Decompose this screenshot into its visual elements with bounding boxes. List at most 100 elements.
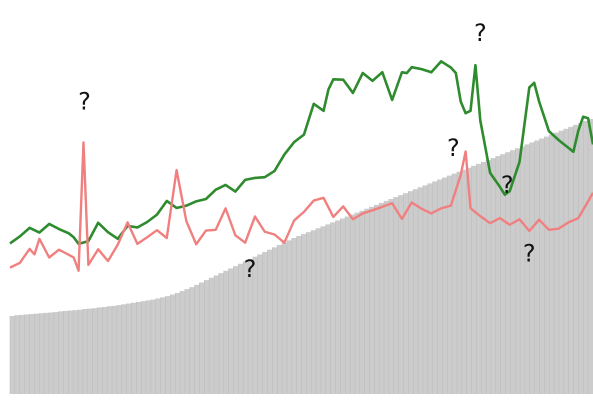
bar: [97, 307, 103, 394]
bar: [267, 249, 273, 394]
bar: [393, 197, 400, 394]
bar: [150, 299, 157, 394]
bar: [422, 185, 429, 394]
bar: [277, 245, 283, 394]
bar: [184, 289, 191, 394]
bar: [39, 313, 45, 394]
bar: [403, 193, 409, 394]
bar: [146, 300, 152, 394]
bar: [427, 183, 434, 394]
bar: [466, 167, 472, 394]
bar: [340, 218, 346, 394]
bar: [34, 313, 40, 394]
bar: [534, 140, 540, 394]
bar: [549, 134, 555, 394]
bar: [325, 224, 332, 394]
bar: [529, 142, 536, 394]
question-mark-annotation: ?: [501, 171, 514, 199]
bar: [170, 294, 176, 394]
bar: [359, 210, 366, 394]
bar: [563, 128, 570, 395]
bar: [544, 136, 550, 394]
bar: [286, 240, 293, 394]
bar: [155, 298, 162, 394]
bar: [136, 301, 142, 394]
bar: [345, 216, 351, 394]
bar: [452, 173, 458, 394]
bar: [495, 156, 502, 394]
bar: [180, 291, 186, 394]
bar: [486, 160, 492, 394]
bar: [262, 252, 268, 394]
bar: [350, 214, 356, 394]
bar: [583, 121, 589, 394]
bar: [63, 310, 69, 394]
bar: [141, 301, 147, 394]
bar: [175, 292, 181, 394]
bar: [121, 304, 127, 394]
bar: [335, 220, 341, 394]
bar: [223, 270, 230, 394]
bar: [126, 303, 132, 394]
bar: [10, 316, 16, 394]
bar: [456, 171, 463, 394]
bar: [228, 268, 234, 394]
bar: [19, 314, 25, 394]
question-mark-annotation: ?: [244, 255, 257, 283]
bar: [301, 234, 307, 394]
bar: [379, 202, 385, 394]
bar: [384, 200, 390, 394]
bar: [73, 310, 79, 394]
bar: [418, 187, 424, 394]
bar: [413, 189, 419, 394]
bar: [214, 275, 220, 394]
bar: [102, 307, 108, 394]
bar: [320, 226, 327, 394]
bar: [218, 273, 225, 394]
line-series-group: [9, 60, 593, 272]
bar: [364, 208, 370, 394]
bar: [520, 146, 526, 394]
bar: [505, 152, 511, 394]
bar: [461, 169, 468, 394]
bar: [194, 284, 200, 394]
bar: [398, 195, 404, 394]
question-mark-annotation: ?: [523, 239, 536, 267]
bar: [199, 282, 205, 394]
bar: [554, 132, 560, 394]
bar: [437, 179, 443, 394]
bar: [476, 163, 482, 394]
bar: [160, 297, 166, 394]
annotations: ??????: [78, 19, 536, 283]
bar: [44, 312, 50, 394]
bar: [165, 296, 171, 394]
bar: [53, 312, 59, 394]
question-mark-annotation: ?: [447, 134, 460, 162]
bar: [316, 228, 322, 394]
bar: [306, 232, 312, 394]
question-mark-annotation: ?: [474, 19, 487, 47]
bar: [92, 308, 98, 394]
bar: [447, 175, 453, 394]
bar: [272, 247, 278, 394]
bar: [78, 309, 84, 394]
bar: [204, 280, 210, 394]
bar: [238, 263, 244, 394]
bar: [510, 150, 516, 394]
bar: [588, 119, 593, 395]
bar: [388, 199, 395, 394]
bar: [573, 124, 579, 395]
bar: [252, 256, 259, 394]
bar: [112, 305, 118, 394]
bar: [330, 222, 336, 394]
bar: [107, 306, 113, 394]
bar: [369, 206, 375, 394]
bar: [209, 277, 215, 394]
bar: [233, 266, 239, 394]
bar: [189, 287, 196, 394]
bar: [243, 261, 249, 394]
bar: [131, 302, 137, 394]
bar: [68, 310, 74, 394]
bar: [539, 138, 545, 394]
